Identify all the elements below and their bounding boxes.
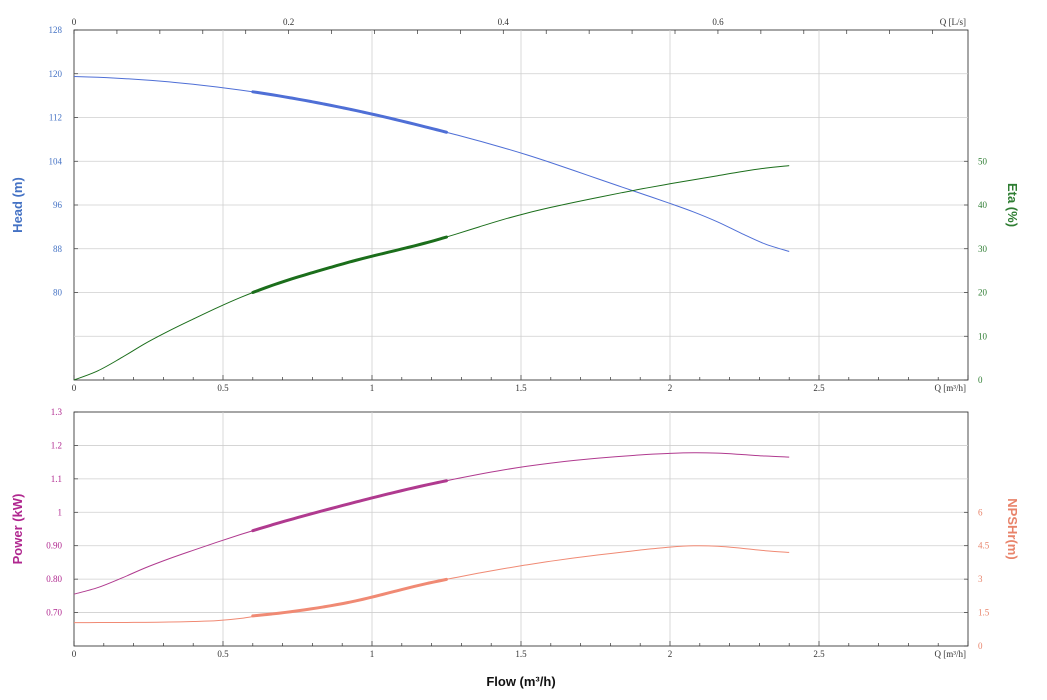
top-panel: 0 0.5 1 1.5 2 2.5 Q [m³/h] 0 0.2 0.4 0.6 Q [L/s] 128… [10,17,1020,393]
x-tick-label: 1 [370,383,375,393]
y-left-tick-label: 1.3 [51,407,63,417]
y-left-tick-label: 88 [53,244,63,254]
x-axis-unit: Q [m³/h] [935,649,966,659]
x-top-tick-label: 0 [72,17,77,27]
x-tick-label: 2 [668,649,673,659]
npshr-operating-range [251,577,448,618]
y-left-axis-title: Head (m) [10,177,25,233]
npshr-curve [73,545,790,624]
x-tick-label: 2.5 [813,383,825,393]
y-left-tick-label: 1 [58,507,63,517]
y-left-tick-label: 128 [49,25,63,35]
power-curve [73,452,790,595]
x-tick-label: 1 [370,649,375,659]
y-left-tick-label: 1.2 [51,440,62,450]
x-axis-unit: Q [m³/h] [935,383,966,393]
y-left-tick-label: 112 [49,113,62,123]
y-right-tick-label: 10 [978,331,988,341]
y-left-tick-label: 1.1 [51,474,62,484]
y-right-tick-label: 0 [978,375,983,385]
x-tick-label: 2 [668,383,673,393]
power-operating-range [251,479,448,533]
y-right-tick-label: 4.5 [978,541,990,551]
eta-curve [73,165,790,381]
y-right-tick-label: 6 [978,507,983,517]
y-left-tick-label: 120 [49,69,63,79]
y-left-tick-label: 0.80 [46,574,62,584]
x-top-tick-label: 0.2 [283,17,294,27]
x-tick-label: 0 [72,649,77,659]
y-right-tick-label: 20 [978,288,988,298]
head-curve [73,75,790,252]
y-right-tick-label: 40 [978,200,988,210]
eta-operating-range [251,235,448,294]
y-right-tick-label: 3 [978,574,983,584]
x-tick-label: 0.5 [217,649,229,659]
x-tick-label: 2.5 [813,649,825,659]
x-top-tick-label: 0.6 [712,17,724,27]
head-operating-range [251,90,448,134]
x-top-tick-label: 0.4 [498,17,510,27]
x-tick-label: 1.5 [515,383,527,393]
y-left-tick-label: 0.90 [46,541,62,551]
x-top-axis-unit: Q [L/s] [940,17,966,27]
bottom-panel: 0 0.5 1 1.5 2 2.5 Q [m³/h] 1.3 1.2 1.1 1 0.90 0.80 0.… [10,407,1020,689]
y-right-axis-title: NPSHr(m) [1005,498,1020,559]
y-left-tick-label: 96 [53,200,63,210]
x-tick-label: 0.5 [217,383,229,393]
y-left-tick-label: 104 [49,156,63,166]
y-left-tick-label: 0.70 [46,608,62,618]
y-right-tick-label: 30 [978,244,988,254]
x-tick-label: 1.5 [515,649,527,659]
x-tick-label: 0 [72,383,77,393]
x-axis-title: Flow (m³/h) [486,674,555,689]
y-right-tick-label: 1.5 [978,608,990,618]
y-right-tick-label: 0 [978,641,983,651]
y-right-axis-title: Eta (%) [1005,183,1020,227]
y-left-axis-title: Power (kW) [10,494,25,565]
y-right-tick-label: 50 [978,156,988,166]
y-left-tick-label: 80 [53,288,63,298]
